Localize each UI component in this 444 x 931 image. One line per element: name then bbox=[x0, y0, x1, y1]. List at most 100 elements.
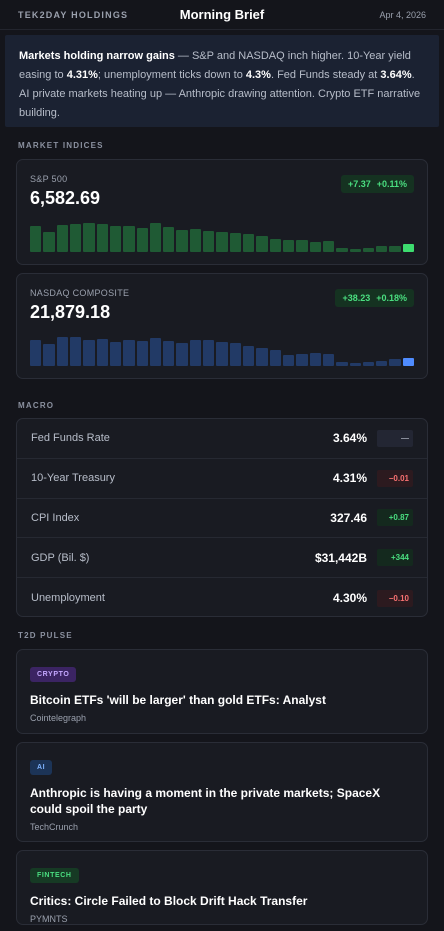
macro-row[interactable]: 10-Year Treasury 4.31% −0.01 bbox=[17, 459, 427, 499]
sparkline-bar bbox=[389, 245, 401, 252]
news-feed: CRYPTO Bitcoin ETFs 'will be larger' than… bbox=[0, 649, 444, 925]
sparkline-bar bbox=[256, 236, 268, 252]
macro-value: 3.64% bbox=[332, 431, 367, 446]
macro-value: 327.46 bbox=[330, 510, 367, 525]
sparkline-bar bbox=[83, 223, 95, 252]
macro-value: 4.31% bbox=[332, 471, 367, 486]
sparkline-bar bbox=[376, 246, 388, 252]
sparkline-bar bbox=[282, 355, 295, 366]
news-category-tag: CRYPTO bbox=[30, 667, 77, 682]
sparkline-bar bbox=[123, 226, 135, 252]
sparkline-bar bbox=[109, 226, 122, 252]
sparkline-bar bbox=[203, 230, 215, 252]
brief-text: — S&P and NASDAQ inch higher. 10-Year yi… bbox=[19, 50, 411, 81]
sparkline-bar bbox=[336, 247, 348, 252]
macro-row[interactable]: CPI Index 327.46 +0.87 bbox=[17, 499, 427, 539]
sparkline-bar bbox=[136, 228, 148, 252]
sparkline-bar bbox=[189, 340, 202, 366]
macro-change-badge: −0.01 bbox=[377, 469, 413, 487]
brief-highlight: 3.64% bbox=[380, 69, 412, 81]
sparkline-bar bbox=[389, 358, 401, 366]
index-name: S&P 500 bbox=[30, 174, 68, 184]
sparkline-bar bbox=[322, 241, 335, 252]
sparkline-bar bbox=[30, 225, 42, 252]
news-headline[interactable]: Anthropic is having a moment in the priv… bbox=[30, 786, 381, 816]
sparkline-bar bbox=[229, 232, 241, 252]
sparkline-bar bbox=[56, 337, 68, 366]
sparkline-bar bbox=[69, 223, 82, 252]
section-label-indices: MARKET INDICES bbox=[18, 141, 104, 150]
section-label-pulse: T2D PULSE bbox=[18, 631, 73, 640]
sparkline-bar bbox=[123, 340, 135, 366]
index-sparkline bbox=[30, 334, 415, 366]
brief-text: ; unemployment ticks down to bbox=[97, 69, 246, 81]
sparkline-bar bbox=[176, 230, 188, 252]
brief-date: Apr 4, 2026 bbox=[379, 9, 426, 20]
sparkline-bar bbox=[189, 228, 202, 252]
macro-card: Fed Funds Rate 3.64% — 10-Year Treasury 4.31… bbox=[16, 418, 428, 617]
sparkline-bar bbox=[349, 248, 361, 252]
sparkline-bar bbox=[96, 339, 108, 366]
sparkline-bar bbox=[243, 346, 255, 366]
macro-row[interactable]: Fed Funds Rate 3.64% — bbox=[17, 419, 427, 459]
market-indices: S&P 500 6,582.69 +7.37 +0.11% NASDAQ COMPOSI… bbox=[0, 159, 444, 379]
sparkline-bar bbox=[376, 360, 388, 366]
brand-name: TEK2DAY HOLDINGS bbox=[18, 9, 129, 20]
news-card[interactable]: FINTECH Critics: Circle Failed to Block D… bbox=[16, 850, 428, 925]
sparkline-bar bbox=[349, 362, 361, 366]
sparkline-bar bbox=[149, 338, 162, 366]
sparkline-bar bbox=[309, 352, 321, 366]
sparkline-bar bbox=[282, 239, 295, 252]
brief-highlight: 4.31% bbox=[66, 69, 98, 81]
index-change-pct: +0.18% bbox=[376, 293, 407, 303]
sparkline-bar bbox=[296, 354, 308, 366]
news-card[interactable]: CRYPTO Bitcoin ETFs 'will be larger' than… bbox=[16, 649, 428, 734]
macro-change-badge: +344 bbox=[377, 549, 413, 567]
macro-row[interactable]: Unemployment 4.30% −0.10 bbox=[17, 578, 427, 618]
sparkline-bar bbox=[296, 239, 308, 252]
macro-label: Unemployment bbox=[31, 592, 105, 605]
news-category-tag: FINTECH bbox=[30, 868, 79, 883]
macro-change-badge: −0.10 bbox=[377, 589, 413, 607]
index-sparkline bbox=[30, 220, 415, 252]
sparkline-bar bbox=[216, 342, 228, 366]
brief-highlight: Markets holding narrow gains bbox=[19, 50, 175, 62]
sparkline-bar bbox=[203, 340, 215, 366]
sparkline-bar bbox=[216, 232, 228, 252]
news-source: Cointelegraph bbox=[30, 713, 87, 723]
news-headline[interactable]: Critics: Circle Failed to Block Drift Ha… bbox=[30, 894, 308, 908]
sparkline-bar bbox=[243, 234, 255, 252]
index-card[interactable]: S&P 500 6,582.69 +7.37 +0.11% bbox=[16, 159, 428, 265]
index-change-badge: +7.37 +0.11% bbox=[340, 175, 414, 193]
brief-summary: Markets holding narrow gains — S&P and N… bbox=[5, 35, 439, 127]
sparkline-bar bbox=[69, 337, 82, 366]
brief-text: . Fed Funds steady at bbox=[270, 69, 381, 81]
sparkline-bar bbox=[136, 341, 148, 366]
sparkline-bar bbox=[163, 227, 175, 252]
news-category-tag: AI bbox=[30, 760, 53, 775]
sparkline-bar bbox=[163, 341, 175, 366]
index-change-pct: +0.11% bbox=[376, 179, 407, 189]
index-change: +38.23 bbox=[342, 293, 371, 303]
sparkline-bar bbox=[322, 353, 335, 366]
sparkline-bar bbox=[30, 340, 42, 366]
sparkline-bar bbox=[43, 344, 55, 366]
sparkline-bar bbox=[269, 350, 281, 366]
news-headline[interactable]: Bitcoin ETFs 'will be larger' than gold … bbox=[30, 693, 326, 707]
macro-label: GDP (Bil. $) bbox=[31, 551, 90, 564]
brief-highlight: 4.3% bbox=[245, 69, 271, 81]
sparkline-bar bbox=[309, 242, 321, 252]
page-title: Morning Brief bbox=[179, 7, 265, 22]
sparkline-bar bbox=[336, 361, 348, 366]
sparkline-bar bbox=[362, 362, 375, 366]
sparkline-bar bbox=[229, 342, 241, 366]
news-card[interactable]: AI Anthropic is having a moment in the pr… bbox=[16, 742, 428, 842]
sparkline-bar bbox=[83, 339, 95, 366]
macro-change-badge: +0.87 bbox=[377, 509, 413, 527]
macro-label: CPI Index bbox=[31, 511, 80, 524]
macro-change-badge: — bbox=[377, 429, 413, 447]
sparkline-bar bbox=[362, 248, 375, 252]
macro-row[interactable]: GDP (Bil. $) $31,442B +344 bbox=[17, 538, 427, 579]
news-source: TechCrunch bbox=[30, 822, 79, 832]
index-card[interactable]: NASDAQ COMPOSITE 21,879.18 +38.23 +0.18% bbox=[16, 273, 428, 379]
